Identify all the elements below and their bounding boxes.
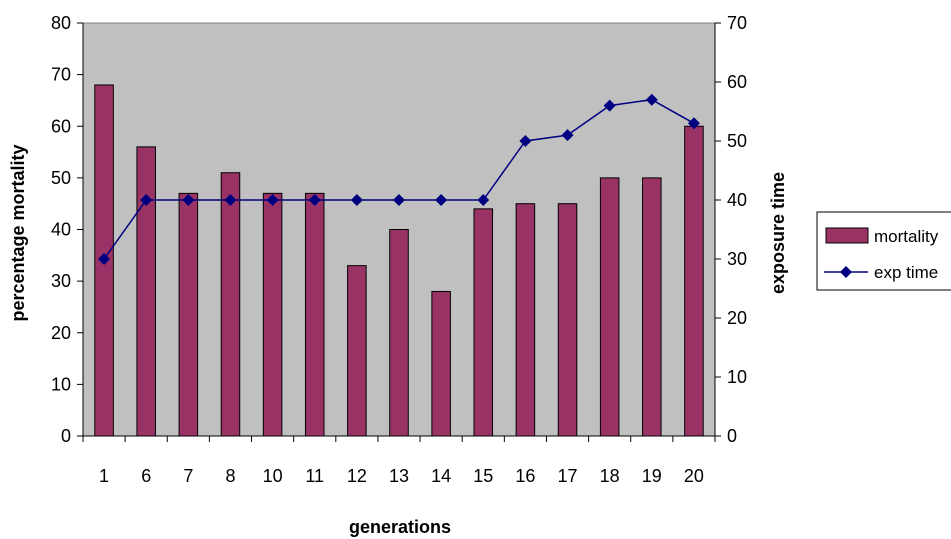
exp-time-marker bbox=[435, 194, 448, 206]
exp-time-marker bbox=[603, 99, 616, 112]
bar-mortality bbox=[599, 177, 620, 437]
legend-swatch-mortality bbox=[825, 227, 869, 244]
y-tick-label: 40 bbox=[51, 220, 71, 240]
y2-tick-label: 50 bbox=[727, 131, 747, 151]
exp-time-marker bbox=[140, 194, 153, 206]
exp-time-marker bbox=[308, 194, 321, 206]
mortality-bars bbox=[94, 84, 704, 437]
exp-time-marker bbox=[350, 194, 363, 206]
bar-mortality bbox=[178, 192, 199, 437]
legend-marker-exp-time bbox=[840, 266, 852, 278]
y-axis-title: percentage mortality bbox=[8, 144, 28, 321]
axes bbox=[77, 22, 721, 442]
exp-time-marker bbox=[393, 194, 405, 206]
x-tick-label: 20 bbox=[684, 466, 704, 486]
y-tick-label: 60 bbox=[51, 116, 71, 136]
x-tick-label: 10 bbox=[263, 466, 283, 486]
y-tick-label: 20 bbox=[51, 323, 71, 343]
bar-mortality bbox=[262, 192, 283, 437]
x-axis-title: generations bbox=[349, 517, 451, 537]
y2-tick-label: 30 bbox=[727, 249, 747, 269]
x-tick-label: 15 bbox=[473, 466, 493, 486]
y2-tick-label: 10 bbox=[727, 367, 747, 387]
x-tick-label: 17 bbox=[558, 466, 578, 486]
bar-mortality bbox=[642, 177, 662, 437]
bar-mortality bbox=[136, 146, 156, 437]
bar-mortality bbox=[431, 290, 451, 437]
exp-time-series bbox=[98, 93, 700, 265]
exp-time-marker bbox=[519, 135, 532, 147]
y2-tick-label: 60 bbox=[727, 72, 747, 92]
y-tick-label: 0 bbox=[61, 426, 71, 446]
y-tick-label: 70 bbox=[51, 65, 71, 85]
x-tick-label: 14 bbox=[431, 466, 451, 486]
y-tick-label: 30 bbox=[51, 271, 71, 291]
legend-label-mortality: mortality bbox=[874, 227, 939, 246]
bar-mortality bbox=[220, 172, 241, 437]
x-tick-label: 8 bbox=[225, 466, 235, 486]
bar-mortality bbox=[557, 203, 578, 437]
y2-tick-label: 40 bbox=[727, 190, 747, 210]
bar-mortality bbox=[515, 203, 536, 437]
legend: mortality exp time bbox=[816, 211, 951, 291]
y-tick-label: 80 bbox=[51, 13, 71, 33]
y2-tick-label: 0 bbox=[727, 426, 737, 446]
bar-mortality bbox=[347, 265, 367, 437]
x-tick-label: 12 bbox=[347, 466, 367, 486]
bar-mortality bbox=[304, 192, 325, 437]
exp-time-marker bbox=[561, 129, 574, 142]
x-tick-label: 16 bbox=[515, 466, 535, 486]
exp-time-marker bbox=[98, 253, 111, 265]
legend-label-exp-time: exp time bbox=[874, 263, 938, 282]
y2-axis-title: exposure time bbox=[768, 172, 788, 294]
bar-mortality bbox=[684, 125, 704, 437]
exp-time-marker bbox=[266, 194, 279, 206]
y2-tick-label: 20 bbox=[727, 308, 747, 328]
x-tick-label: 6 bbox=[141, 466, 151, 486]
legend-box bbox=[816, 211, 951, 291]
x-tick-label: 7 bbox=[183, 466, 193, 486]
exp-time-marker bbox=[645, 93, 658, 106]
x-tick-label: 11 bbox=[305, 466, 324, 486]
y-tick-label: 10 bbox=[51, 374, 71, 394]
x-tick-label: 13 bbox=[389, 466, 409, 486]
exp-time-marker bbox=[182, 194, 195, 206]
bar-mortality bbox=[389, 229, 409, 437]
y2-tick-label: 70 bbox=[727, 13, 747, 33]
exp-time-marker bbox=[477, 194, 490, 206]
exp-time-marker bbox=[224, 194, 237, 206]
x-tick-label: 1 bbox=[99, 466, 109, 486]
x-tick-label: 18 bbox=[600, 466, 620, 486]
bar-mortality bbox=[473, 208, 494, 437]
y-tick-label: 50 bbox=[51, 168, 71, 188]
exp-time-marker bbox=[687, 117, 700, 130]
x-tick-label: 19 bbox=[642, 466, 662, 486]
